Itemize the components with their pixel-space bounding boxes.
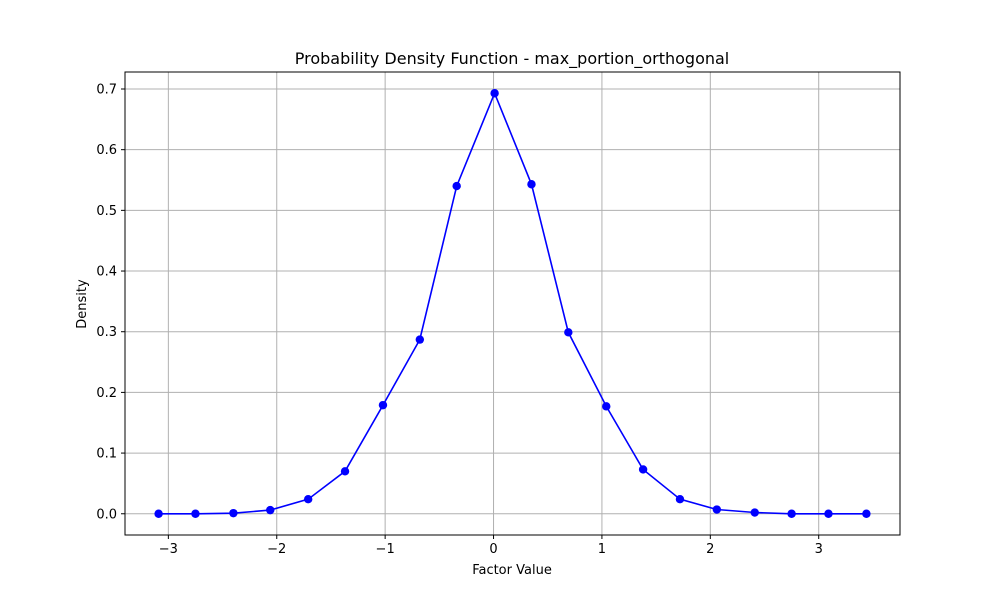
y-tick-label: 0.2 — [96, 386, 117, 401]
data-point — [862, 509, 871, 518]
data-point — [191, 509, 200, 518]
data-point — [824, 509, 833, 518]
y-tick-label: 0.1 — [96, 447, 117, 462]
data-point — [340, 467, 350, 476]
data-point — [154, 509, 163, 518]
grid-lines — [125, 72, 900, 535]
data-point — [527, 180, 536, 189]
y-axis-label: Density — [75, 279, 90, 329]
axis-ticks: −3 −2 −1 0 1 2 3 0.0 0.1 0.2 0.3 0.4 0.5 0.6 0.7 — [96, 82, 823, 557]
x-tick-label: 2 — [706, 542, 714, 557]
data-series — [154, 89, 871, 518]
data-point — [564, 328, 573, 337]
y-tick-label: 0.6 — [96, 143, 117, 158]
y-tick-label: 0.3 — [96, 325, 117, 340]
y-tick-label: 0.5 — [96, 204, 117, 219]
x-tick-label: 0 — [489, 542, 497, 557]
data-point — [490, 89, 499, 98]
data-point — [452, 181, 461, 191]
plot-frame — [124, 71, 901, 536]
data-point — [266, 505, 275, 515]
data-point — [675, 494, 685, 504]
data-point — [378, 400, 388, 410]
data-point — [638, 465, 648, 474]
data-point — [303, 494, 313, 504]
data-point — [750, 508, 759, 517]
data-point — [415, 335, 425, 344]
data-point — [602, 402, 611, 411]
chart-title: Probability Density Function - max_porti… — [295, 49, 730, 69]
series-line — [158, 91, 867, 515]
data-point — [787, 509, 796, 518]
x-tick-label: −2 — [267, 542, 286, 557]
x-tick-label: −1 — [376, 542, 395, 557]
y-tick-label: 0.0 — [96, 507, 117, 522]
y-tick-label: 0.7 — [96, 82, 117, 97]
x-tick-label: −3 — [159, 542, 178, 557]
y-tick-label: 0.4 — [96, 265, 117, 280]
x-axis-label: Factor Value — [472, 563, 552, 578]
data-point — [229, 508, 238, 518]
x-tick-label: 3 — [815, 542, 823, 557]
data-point — [712, 505, 722, 514]
x-tick-label: 1 — [598, 542, 606, 557]
